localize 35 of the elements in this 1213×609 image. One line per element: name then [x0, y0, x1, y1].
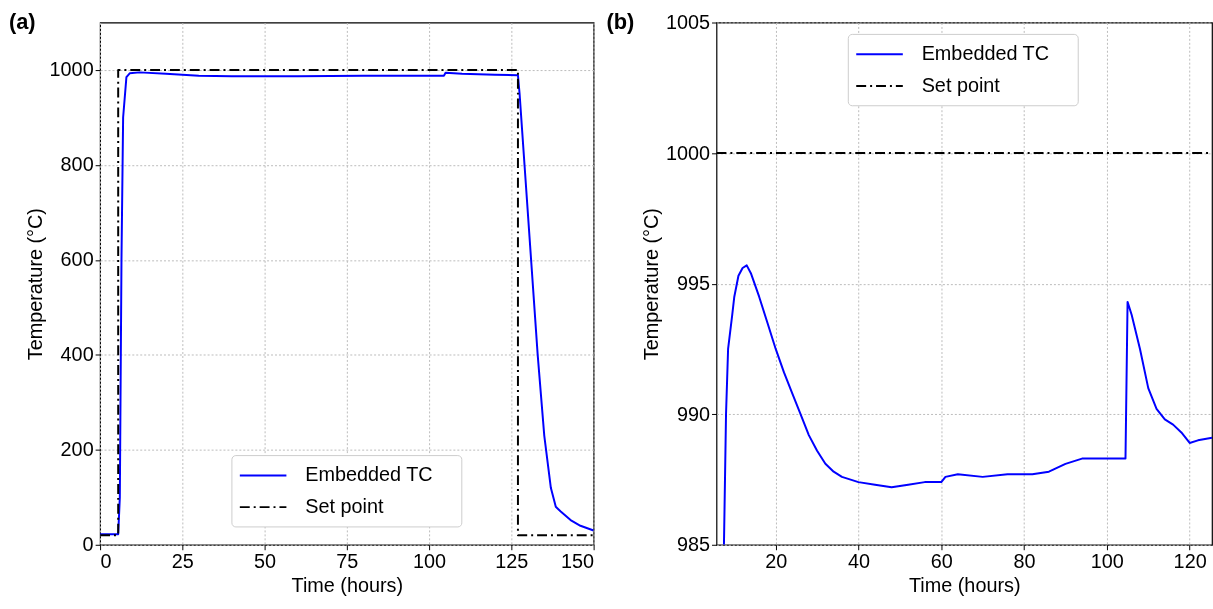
- legend-label: Embedded TC: [921, 42, 1050, 65]
- x-tick-label: 125: [495, 550, 529, 573]
- y-tick-label: 1005: [665, 10, 711, 33]
- legend-label: Embedded TC: [305, 463, 433, 486]
- y-axis-title: Temperature (°C): [23, 208, 46, 361]
- legend-label: Set point: [921, 73, 1001, 96]
- chart-title: (b): [606, 9, 635, 35]
- x-tick-label: 40: [847, 550, 871, 573]
- y-tick-label: 1000: [49, 58, 94, 81]
- x-tick-label: 150: [561, 550, 595, 573]
- y-tick-label: 800: [60, 153, 94, 176]
- x-tick-label: 120: [1173, 550, 1207, 573]
- x-axis-title: Time (hours): [908, 573, 1021, 596]
- x-tick-label: 60: [930, 550, 953, 573]
- x-axis-title: Time (hours): [291, 573, 404, 596]
- x-tick-label: 20: [765, 550, 788, 573]
- y-tick-label: 400: [60, 343, 94, 366]
- y-tick-label: 200: [60, 438, 94, 461]
- line-series: [722, 264, 1213, 545]
- y-tick-label: 985: [677, 533, 711, 556]
- y-tick-label: 990: [677, 402, 711, 425]
- y-axis-title: Temperature (°C): [640, 208, 663, 361]
- y-tick-label: 995: [677, 272, 711, 295]
- x-tick-label: 0: [100, 550, 112, 573]
- x-tick-label: 75: [336, 550, 359, 573]
- legend-label: Set point: [305, 495, 384, 518]
- y-tick-label: 600: [60, 248, 94, 271]
- x-tick-label: 100: [413, 550, 447, 573]
- y-tick-label: 1000: [665, 141, 711, 164]
- x-tick-label: 100: [1090, 550, 1124, 573]
- x-tick-label: 25: [171, 550, 194, 573]
- chart-title: (a): [8, 9, 36, 35]
- y-tick-label: 0: [82, 533, 94, 556]
- x-tick-label: 50: [254, 550, 277, 573]
- x-tick-label: 80: [1013, 550, 1036, 573]
